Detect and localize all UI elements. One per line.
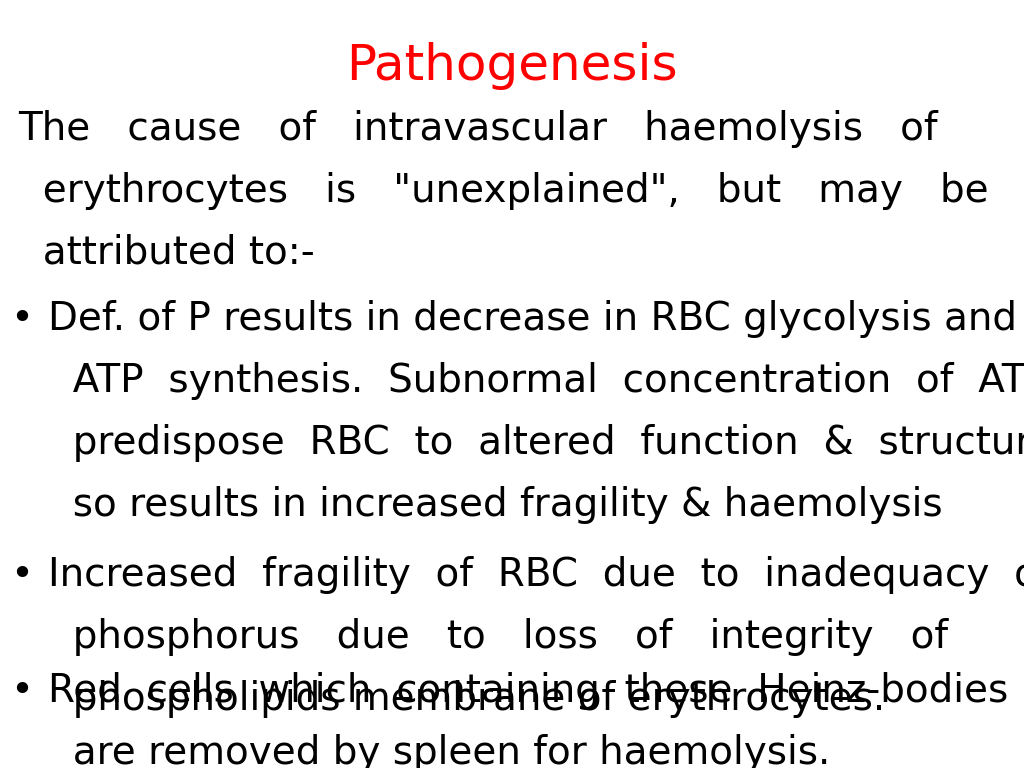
Text: phospholipids membrane of erythrocytes.: phospholipids membrane of erythrocytes.: [48, 680, 886, 718]
Text: attributed to:-: attributed to:-: [18, 234, 314, 272]
Text: ATP  synthesis.  Subnormal  concentration  of  ATP: ATP synthesis. Subnormal concentration o…: [48, 362, 1024, 400]
Text: predispose  RBC  to  altered  function  &  structure,: predispose RBC to altered function & str…: [48, 424, 1024, 462]
Text: Red  cells  which  containing  these  Heinz-bodies: Red cells which containing these Heinz-b…: [48, 672, 1009, 710]
Text: The   cause   of   intravascular   haemolysis   of: The cause of intravascular haemolysis of: [18, 110, 938, 148]
Text: Pathogenesis: Pathogenesis: [346, 42, 678, 90]
Text: phosphorus   due   to   loss   of   integrity   of: phosphorus due to loss of integrity of: [48, 618, 948, 656]
Text: erythrocytes   is   "unexplained",   but   may   be: erythrocytes is "unexplained", but may b…: [18, 172, 988, 210]
Text: so results in increased fragility & haemolysis: so results in increased fragility & haem…: [48, 486, 943, 524]
Text: •: •: [10, 300, 33, 338]
Text: Increased  fragility  of  RBC  due  to  inadequacy  of: Increased fragility of RBC due to inadeq…: [48, 556, 1024, 594]
Text: Def. of P results in decrease in RBC glycolysis and: Def. of P results in decrease in RBC gly…: [48, 300, 1017, 338]
Text: •: •: [10, 672, 33, 710]
Text: are removed by spleen for haemolysis.: are removed by spleen for haemolysis.: [48, 734, 830, 768]
Text: •: •: [10, 556, 33, 594]
